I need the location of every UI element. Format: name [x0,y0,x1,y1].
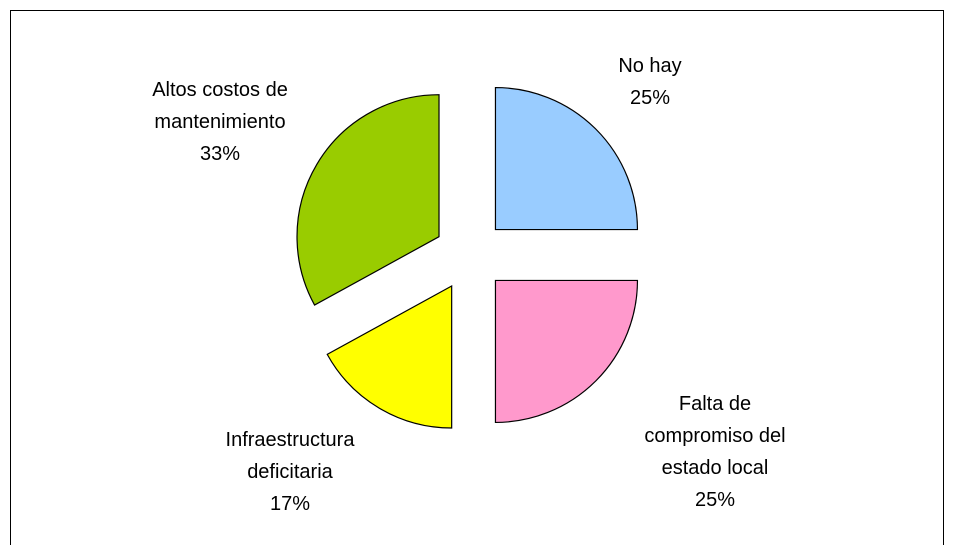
slice-label: Altos costos de mantenimiento [152,79,288,133]
slice-value-label: 25% [694,489,736,511]
slice-label: Falta de compromiso del estado local [644,393,786,479]
slice-value-label: 25% [629,87,671,109]
pie-slice [494,279,639,424]
pie-slice [296,94,440,306]
pie-slice [494,86,639,231]
pie-slice [326,284,453,429]
slice-label: Infraestructura deficitaria [225,429,355,483]
chart-frame [10,10,944,545]
slice-value-label: 33% [199,143,241,165]
slice-label: No hay [618,55,682,77]
slice-value-label: 17% [269,493,311,515]
